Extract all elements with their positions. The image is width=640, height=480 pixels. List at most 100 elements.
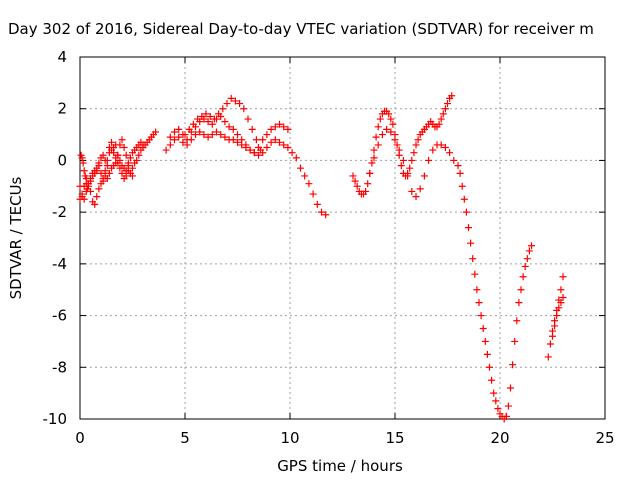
data-point	[391, 136, 399, 144]
data-point	[238, 136, 246, 144]
data-point	[118, 169, 126, 177]
data-point	[477, 312, 485, 320]
data-point	[465, 224, 472, 232]
data-point	[93, 193, 101, 201]
data-point	[129, 172, 136, 180]
data-point	[280, 141, 288, 149]
data-point	[229, 125, 237, 133]
data-point	[276, 138, 283, 146]
data-point	[349, 172, 357, 180]
data-point	[271, 123, 279, 131]
data-point	[217, 131, 225, 139]
data-point	[437, 141, 445, 149]
data-point	[221, 118, 229, 126]
data-point	[252, 136, 260, 144]
y-tick-label: -6	[52, 307, 67, 325]
data-point	[408, 156, 416, 164]
data-point	[555, 304, 563, 312]
data-point	[318, 208, 325, 216]
data-point	[84, 182, 92, 190]
data-point	[456, 169, 464, 177]
data-point	[483, 350, 491, 358]
data-point	[551, 322, 559, 330]
data-point	[231, 97, 239, 105]
data-point	[124, 162, 132, 170]
data-point	[412, 193, 420, 201]
data-point	[309, 190, 317, 198]
data-point	[87, 177, 94, 185]
data-point	[374, 123, 382, 131]
data-point	[414, 136, 422, 144]
data-point	[185, 125, 193, 133]
data-point	[246, 146, 254, 154]
data-point	[393, 141, 401, 149]
data-point	[504, 402, 512, 410]
y-tick-labels: -10 -8 -6 -4 -2 0 2 4	[43, 48, 68, 428]
data-point	[129, 164, 136, 172]
data-point	[76, 195, 84, 203]
data-point	[559, 293, 567, 301]
data-point	[189, 120, 197, 128]
data-point	[97, 169, 105, 177]
data-point	[521, 262, 529, 270]
data-point	[544, 353, 552, 361]
data-point	[351, 177, 359, 185]
data-point	[255, 151, 262, 159]
data-point	[517, 286, 525, 294]
data-point	[364, 180, 372, 188]
data-point	[105, 169, 113, 177]
data-points	[76, 92, 567, 423]
plot-frame	[79, 56, 606, 420]
data-point	[116, 141, 124, 149]
data-point	[114, 151, 122, 159]
data-point	[175, 125, 183, 133]
data-point	[292, 154, 300, 162]
data-point	[284, 144, 292, 151]
data-point	[395, 146, 403, 154]
x-axis-label: GPS time / hours	[277, 457, 403, 475]
data-point	[110, 149, 118, 157]
data-point	[210, 115, 218, 123]
data-point	[372, 133, 380, 141]
data-point	[192, 131, 199, 139]
data-point	[370, 154, 378, 162]
y-tick-label: -4	[52, 255, 67, 273]
data-point	[507, 384, 514, 392]
grid-lines	[80, 57, 605, 419]
data-point	[559, 273, 567, 281]
data-point	[204, 118, 212, 126]
data-point	[429, 146, 437, 154]
data-point	[378, 131, 386, 139]
data-point	[437, 115, 445, 123]
y-tick-label: -8	[52, 358, 67, 376]
data-point	[366, 169, 374, 177]
data-point	[133, 156, 141, 164]
data-point	[215, 110, 223, 118]
data-point	[439, 110, 447, 118]
x-tick-label: 20	[490, 429, 509, 447]
data-point	[263, 131, 271, 139]
x-tick-label: 5	[180, 429, 190, 447]
data-point	[525, 247, 533, 255]
data-point	[446, 149, 454, 157]
y-tick-label: -2	[52, 203, 67, 221]
data-point	[481, 337, 489, 345]
data-point	[137, 146, 145, 154]
data-point	[78, 190, 86, 198]
data-point	[288, 149, 296, 157]
data-point	[280, 123, 288, 131]
data-point	[204, 133, 212, 141]
data-point	[81, 172, 89, 180]
data-point	[519, 273, 527, 281]
data-point	[435, 120, 443, 128]
data-point	[206, 112, 214, 120]
data-point	[509, 361, 517, 369]
data-point	[397, 162, 405, 170]
data-point	[225, 123, 233, 131]
data-point	[108, 138, 115, 146]
data-point	[460, 195, 468, 203]
axis-ticks	[79, 56, 606, 420]
data-point	[166, 133, 174, 141]
data-point	[284, 125, 292, 133]
data-point	[546, 340, 554, 348]
